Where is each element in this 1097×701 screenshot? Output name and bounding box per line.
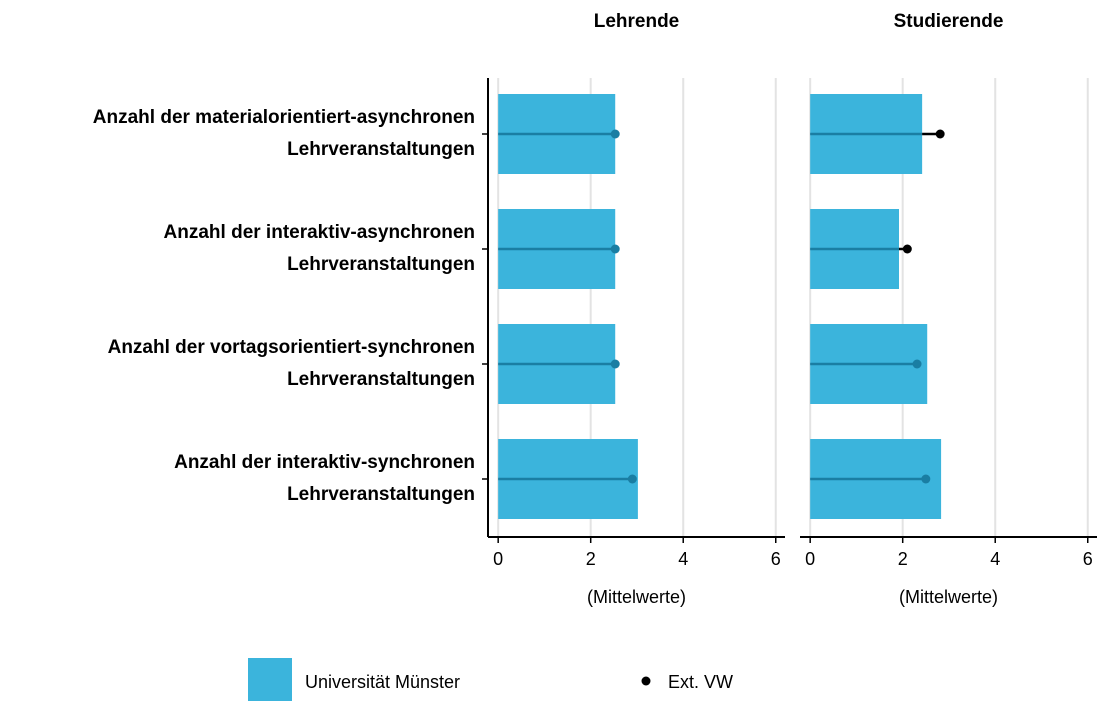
- ext-dot: [935, 129, 945, 139]
- category-label: Lehrveranstaltungen: [287, 484, 475, 505]
- panel-title: Studierende: [894, 11, 1004, 32]
- category-label: Lehrveranstaltungen: [287, 369, 475, 390]
- x-tick-label: 2: [898, 549, 908, 569]
- ext-dot: [912, 359, 922, 369]
- legend-label: Ext. VW: [668, 672, 733, 692]
- ext-dot: [627, 474, 637, 484]
- x-tick-label: 0: [805, 549, 815, 569]
- x-tick-label: 6: [771, 549, 781, 569]
- category-label: Anzahl der interaktiv-synchronen: [174, 452, 475, 473]
- x-axis-label: (Mittelwerte): [587, 587, 686, 607]
- category-label: Lehrveranstaltungen: [287, 139, 475, 160]
- x-tick-label: 4: [990, 549, 1000, 569]
- ext-dot: [921, 474, 931, 484]
- legend-dot: [641, 676, 651, 686]
- ext-dot: [610, 359, 620, 369]
- ext-dot: [902, 244, 912, 254]
- legend-swatch: [248, 658, 292, 701]
- x-tick-label: 4: [678, 549, 688, 569]
- ext-dot: [610, 129, 620, 139]
- category-label: Lehrveranstaltungen: [287, 254, 475, 275]
- ext-dot: [610, 244, 620, 254]
- category-label: Anzahl der vortagsorientiert-synchronen: [108, 337, 475, 358]
- category-label: Anzahl der materialorientiert-asynchrone…: [93, 107, 475, 128]
- category-label: Anzahl der interaktiv-asynchronen: [164, 222, 475, 243]
- x-tick-label: 6: [1083, 549, 1093, 569]
- x-tick-label: 0: [493, 549, 503, 569]
- x-axis-label: (Mittelwerte): [899, 587, 998, 607]
- x-tick-label: 2: [586, 549, 596, 569]
- legend-label: Universität Münster: [305, 672, 460, 692]
- panel-title: Lehrende: [594, 11, 680, 32]
